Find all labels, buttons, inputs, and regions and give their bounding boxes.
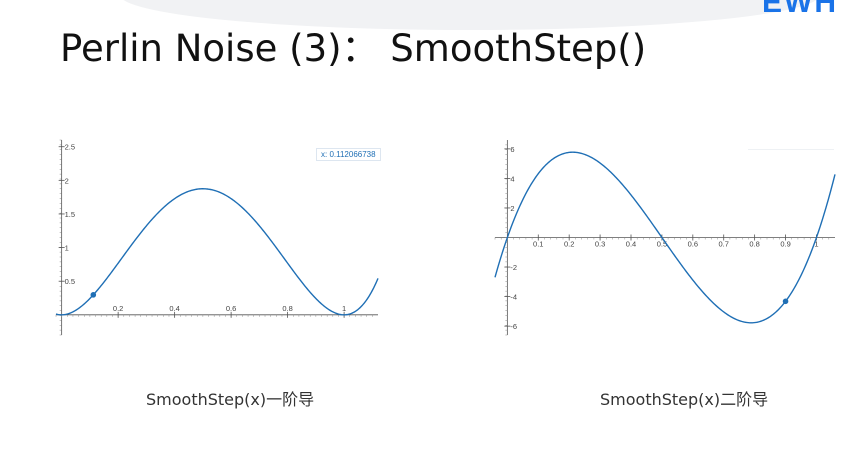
x-tick-label: 0.6 [226, 304, 236, 313]
x-tick-label: 0.4 [626, 240, 636, 249]
y-tick-label: 0.5 [65, 277, 75, 286]
y-tick-label: -6 [510, 322, 517, 331]
x-tick-label: 0.7 [719, 240, 729, 249]
y-tick-label: 2 [65, 176, 69, 185]
second-derivative-chart: 0.1 0.2 0.3 0.4 0.5 0.6 0.7 0.8 0.9 1 -6 -4 -2 2 4 6 [494, 140, 836, 336]
x-tick-label: 0.8 [749, 240, 759, 249]
x-tick-label: 0.4 [169, 304, 179, 313]
y-tick-label: 1 [65, 244, 69, 253]
readout-box-empty [748, 149, 834, 150]
x-tick-label: 1 [342, 304, 346, 313]
x-tick-label: 0.2 [564, 240, 574, 249]
x-tick-label: 0.1 [533, 240, 543, 249]
highlight-point [90, 292, 97, 298]
caption-second-derivative: SmoothStep(x)二阶导 [600, 390, 769, 409]
x-tick-label: 0.9 [780, 240, 790, 249]
y-tick-label: 1.5 [65, 210, 75, 219]
x-tick-label: 1 [814, 240, 818, 249]
slide-title: Perlin Noise (3)： SmoothStep() [60, 27, 647, 70]
highlight-point [782, 298, 789, 305]
y-tick-label: 4 [510, 174, 514, 183]
y-tick-label: -4 [510, 293, 517, 302]
brand-logo: EWH [762, 0, 838, 19]
first-derivative-chart: 0.2 0.4 0.6 0.8 1 0.5 1 1.5 2 2.5 [55, 139, 379, 336]
y-tick-label: 6 [510, 145, 514, 154]
y-tick-label: -2 [510, 263, 517, 272]
x-tick-label: 0.8 [282, 304, 292, 313]
x-tick-label: 0.6 [688, 240, 698, 249]
x-readout: x: 0.112066738 [316, 148, 381, 161]
y-tick-label: 2.5 [65, 143, 75, 152]
y-tick-label: 2 [510, 204, 514, 213]
x-tick-label: 0.3 [595, 240, 605, 249]
series-line [55, 188, 379, 316]
x-tick-label: 0.2 [113, 304, 123, 313]
caption-first-derivative: SmoothStep(x)一阶导 [146, 390, 315, 409]
series-line [494, 151, 836, 324]
x-tick-label: 0.5 [657, 240, 667, 249]
